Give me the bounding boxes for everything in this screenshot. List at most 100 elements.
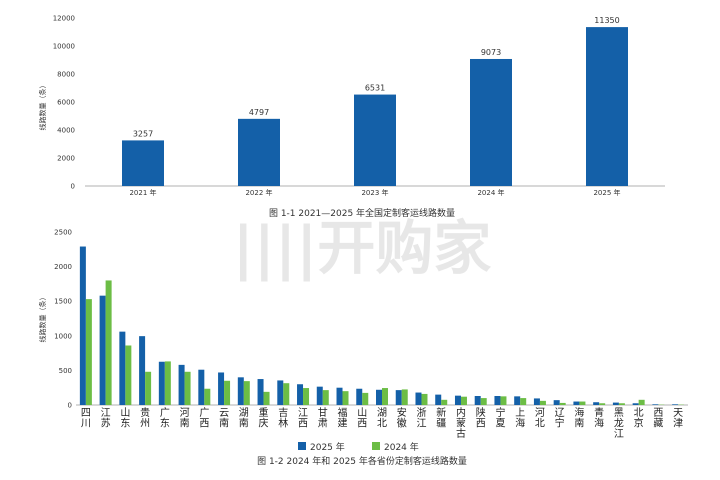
chart-2-xtick: 内蒙古 (456, 406, 466, 440)
chart-2-legend: 2025 年 2024 年 (298, 441, 419, 453)
chart-2-bar (618, 403, 625, 405)
chart-2-bar (79, 246, 86, 405)
chart-1-bar (238, 118, 280, 186)
chart-2-ytick: 0 (68, 402, 72, 410)
legend-swatch-2024 (372, 442, 380, 450)
chart-2-bar (303, 388, 310, 405)
chart-1-bar (354, 94, 396, 186)
chart-1-bar (122, 140, 164, 186)
chart-2-xtick: 海南 (574, 406, 584, 430)
chart-2-ytick: 1500 (54, 298, 72, 306)
chart-2-bar (158, 361, 165, 405)
chart-2: 0 500 1000 1500 2000 2500 四川江苏山东贵州广东河南广西云南湖南重庆… (54, 229, 688, 440)
chart-1-value-label: 11350 (594, 16, 619, 25)
chart-2-bar (145, 371, 152, 405)
chart-2-xtick: 黑龙江 (614, 407, 624, 440)
chart-2-bar (652, 404, 659, 405)
chart-2-xtick: 湖南 (239, 407, 249, 430)
chart-2-bar (336, 387, 343, 405)
chart-2-xtick: 河南 (180, 407, 190, 430)
chart-2-bar (421, 393, 428, 405)
chart-2-bar (474, 396, 481, 405)
chart-2-xtick: 吉林 (278, 407, 288, 430)
chart-2-bar (218, 372, 225, 405)
chart-2-bar (672, 404, 679, 405)
chart-2-bar (533, 398, 540, 405)
chart-2-bar (125, 345, 132, 405)
chart-1-value-label: 4797 (249, 108, 269, 117)
chart-2-bar (164, 361, 171, 405)
legend-swatch-2025 (298, 442, 306, 450)
chart-2-bar (454, 395, 461, 405)
chart-2-xtick: 广东 (160, 407, 170, 430)
chart-1-ylabel: 线路数量（条） (38, 82, 47, 131)
chart-2-xtick: 福建 (338, 406, 348, 430)
chart-2-xtick: 山东 (120, 407, 130, 430)
chart-2-xtick: 上海 (515, 407, 525, 430)
chart-2-bar (316, 386, 323, 405)
chart-2-bar (376, 389, 382, 405)
chart-2-bar (559, 402, 566, 405)
chart-2-bar (599, 403, 606, 405)
chart-1-ytick: 2000 (57, 155, 75, 163)
chart-2-bar (119, 331, 126, 405)
chart-2-xtick: 云南 (219, 408, 229, 430)
chart-2-ytick: 1000 (54, 332, 72, 340)
chart-2-xtick: 四川 (81, 408, 91, 430)
chart-2-xtick: 安徽 (397, 406, 407, 430)
chart-2-bar (204, 388, 211, 405)
chart-2-bar (441, 399, 448, 405)
chart-2-bar (277, 380, 284, 405)
chart-2-xtick: 新疆 (436, 406, 446, 430)
chart-1-value-label: 3257 (133, 129, 153, 138)
chart-2-xtick: 江西 (298, 407, 308, 430)
chart-2-xtick: 湖北 (377, 407, 387, 430)
chart-2-bar (178, 364, 185, 405)
chart-2-caption: 图 1-2 2024 年和 2025 年各省份定制客运线路数量 (257, 455, 467, 467)
chart-1-xtick: 2025 年 (593, 188, 620, 197)
chart-2-bar (435, 394, 442, 405)
chart-2-xtick: 山西 (357, 407, 367, 430)
chart-1-xtick: 2024 年 (477, 188, 504, 197)
chart-2-bar (297, 384, 304, 405)
chart-1-value-label: 6531 (365, 84, 385, 93)
chart-2-xtick: 陕西 (476, 406, 486, 430)
chart-2-bar (480, 398, 487, 405)
chart-2-ytick: 500 (59, 367, 72, 375)
chart-2-xtick: 广西 (199, 407, 209, 430)
chart-2-bar (224, 380, 231, 405)
chart-1-ytick: 0 (71, 183, 75, 191)
chart-2-bar (342, 391, 349, 405)
chart-2-bar (198, 369, 205, 405)
chart-1-caption: 图 1-1 2021—2025 年全国定制客运线路数量 (269, 207, 455, 219)
chart-2-bar (257, 379, 264, 405)
chart-1-bar (470, 58, 512, 187)
chart-2-bar (105, 280, 112, 405)
chart-1-xtick: 2022 年 (245, 188, 272, 197)
chart-2-bar (283, 383, 290, 405)
chart-2-bar (237, 377, 244, 405)
chart-2-bar (500, 396, 507, 405)
legend-label-2024: 2024 年 (384, 441, 419, 453)
chart-2-xtick: 辽宁 (555, 407, 565, 430)
chart-1-ytick: 4000 (57, 127, 75, 135)
chart-2-bar (184, 371, 191, 405)
chart-2-bar (520, 398, 527, 405)
chart-2-bar (593, 402, 600, 405)
chart-2-xtick: 天津 (673, 408, 683, 430)
chart-2-bar (460, 396, 467, 405)
watermark: ||||开购家 (233, 214, 492, 282)
chart-2-xtick: 河北 (535, 407, 545, 430)
chart-2-bar (99, 295, 106, 405)
chart-2-xtick: 宁夏 (495, 406, 505, 430)
chart-2-bar (243, 381, 250, 405)
chart-2-xtick: 贵州 (140, 406, 150, 430)
chart-1-ytick: 12000 (53, 15, 75, 23)
chart-2-xtick: 重庆 (259, 406, 269, 430)
chart-2-bar (139, 336, 146, 405)
chart-2-xtick: 青海 (594, 406, 604, 430)
chart-2-bar (632, 403, 639, 405)
chart-1-xtick: 2021 年 (129, 188, 156, 197)
chart-2-bar (638, 399, 645, 405)
chart-2-ytick: 2500 (54, 229, 72, 237)
